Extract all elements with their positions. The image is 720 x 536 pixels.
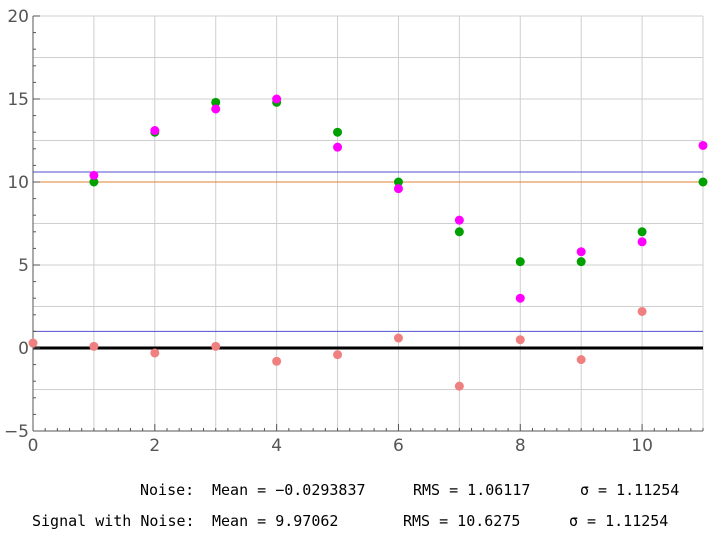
data-point-series-3: [89, 341, 99, 351]
signal-label: Signal with Noise:: [32, 512, 195, 530]
data-point-series-1: [333, 127, 343, 137]
x-tick-label: 6: [393, 436, 404, 456]
data-point-series-2: [637, 237, 647, 247]
y-tick-label: 5: [18, 256, 29, 276]
signal-sigma: σ = 1.11254: [569, 512, 669, 530]
data-point-series-1: [211, 97, 221, 107]
noise-rms: RMS = 1.06117: [413, 481, 531, 499]
data-point-series-2: [576, 247, 586, 257]
y-tick-label: 20: [7, 7, 29, 27]
data-point-series-2: [333, 142, 343, 152]
x-tick-label: 2: [149, 436, 160, 456]
data-point-series-3: [393, 333, 403, 343]
y-tick-label: 10: [7, 173, 29, 193]
gridlines: [32, 15, 704, 432]
noise-stats-row: Noise: Mean = −0.0293837 RMS = 1.06117 σ…: [0, 481, 720, 505]
x-tick-label: 10: [631, 436, 653, 456]
noise-mean: Mean = −0.0293837: [212, 481, 366, 499]
data-point-series-2: [515, 293, 525, 303]
data-point-series-1: [576, 257, 586, 267]
data-point-series-3: [272, 356, 282, 366]
signal-rms: RMS = 10.6275: [403, 512, 521, 530]
noise-sigma: σ = 1.11254: [580, 481, 680, 499]
data-point-series-2: [272, 94, 282, 104]
axes: [32, 15, 704, 432]
data-point-series-2: [211, 104, 221, 114]
data-point-series-1: [393, 177, 403, 187]
data-point-series-3: [454, 381, 464, 391]
data-point-series-1: [454, 227, 464, 237]
data-point-series-3: [28, 338, 38, 348]
data-point-series-3: [211, 341, 221, 351]
x-tick-label: 8: [515, 436, 526, 456]
y-tick-label: 0: [18, 339, 29, 359]
data-point-series-1: [515, 257, 525, 267]
data-point-series-3: [515, 335, 525, 345]
x-tick-label: 4: [271, 436, 282, 456]
data-point-series-3: [576, 355, 586, 365]
data-point-series-2: [89, 170, 99, 180]
y-tick-label: 15: [7, 90, 29, 110]
noise-label: Noise:: [140, 481, 195, 499]
data-point-series-1: [89, 177, 99, 187]
data-point-series-2: [454, 215, 464, 225]
signal-stats-row: Signal with Noise: Mean = 9.97062 RMS = …: [0, 512, 720, 536]
reference-lines: [33, 171, 703, 350]
x-tick-label: 0: [28, 436, 39, 456]
data-point-series-1: [698, 177, 708, 187]
data-point-series-1: [637, 227, 647, 237]
data-point-series-3: [150, 348, 160, 358]
data-point-series-2: [698, 140, 708, 150]
signal-mean: Mean = 9.97062: [212, 512, 339, 530]
data-point-series-3: [333, 350, 343, 360]
data-points: [28, 94, 708, 391]
y-tick-label: −5: [4, 422, 29, 442]
data-point-series-2: [150, 126, 160, 136]
data-point-series-2: [393, 184, 403, 194]
data-point-series-3: [637, 306, 647, 316]
